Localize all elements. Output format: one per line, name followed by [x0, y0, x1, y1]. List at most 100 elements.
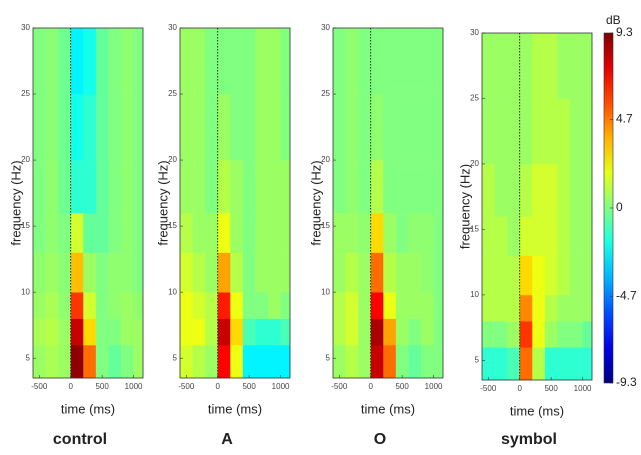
heatmap-cell	[180, 212, 193, 253]
heatmap-cell	[482, 98, 495, 165]
heatmap-cell	[133, 94, 144, 161]
heatmap-cell	[482, 294, 495, 322]
heatmap-cell	[268, 344, 281, 379]
y-tick-label: 20	[321, 155, 330, 164]
heatmap-cell	[133, 252, 144, 293]
heatmap-cell	[242, 212, 256, 253]
heatmap-cell	[45, 252, 59, 293]
heatmap-cell	[268, 212, 281, 253]
heatmap-cell	[532, 321, 546, 348]
heatmap-cell	[433, 318, 444, 346]
heatmap-cell	[507, 255, 521, 296]
heatmap-cell	[108, 212, 122, 253]
heatmap-cell	[433, 160, 444, 214]
heatmap-cell	[268, 28, 281, 95]
heatmap-cell	[482, 321, 495, 348]
heatmap-cell	[408, 252, 422, 293]
heatmap-cell	[33, 160, 46, 214]
heatmap-cell	[180, 344, 193, 379]
heatmap-cell	[230, 292, 244, 319]
heatmap-cell	[408, 160, 422, 214]
heatmap-cell	[582, 294, 593, 322]
heatmap-cell	[230, 28, 244, 95]
y-axis-label: frequency (Hz)	[155, 160, 170, 245]
heatmap-cell	[482, 255, 495, 296]
colorbar-tick-label: -9.3	[616, 375, 637, 389]
heatmap-cell	[582, 321, 593, 348]
heatmap-cell	[95, 94, 109, 161]
heatmap-cell	[421, 252, 434, 293]
heatmap-cell	[70, 212, 84, 253]
heatmap-cell	[544, 347, 558, 381]
heatmap-cell	[180, 28, 193, 95]
x-tick-label: 0	[215, 382, 220, 391]
heatmap-cell	[70, 292, 84, 319]
heatmap-cell	[408, 94, 422, 161]
heatmap-cell	[421, 212, 434, 253]
heatmap-cell	[217, 212, 231, 253]
heatmap-cell	[370, 252, 384, 293]
axes-frame	[332, 27, 444, 379]
heatmap-cell	[121, 212, 134, 253]
heatmap-cell	[333, 212, 346, 253]
heatmap-cell	[217, 94, 231, 161]
heatmap-cell	[242, 252, 256, 293]
heatmap-cell	[507, 294, 521, 322]
heatmap-cell	[408, 318, 422, 346]
heatmap-cell	[494, 294, 508, 322]
heatmap-cell	[121, 94, 134, 161]
heatmap-cell	[408, 212, 422, 253]
heatmap-cell	[421, 94, 434, 161]
heatmap-cell	[532, 163, 546, 217]
heatmap-cell	[370, 318, 384, 346]
heatmap-cell	[192, 212, 206, 253]
heatmap-cell	[570, 98, 583, 165]
heatmap-cell	[217, 344, 231, 379]
heatmap-cell	[95, 252, 109, 293]
heatmap-cell	[557, 98, 571, 165]
heatmap-cell	[33, 344, 46, 379]
heatmap-cell	[280, 318, 291, 346]
heatmap-cell	[45, 160, 59, 214]
heatmap-cell	[345, 160, 359, 214]
y-tick-label: 25	[21, 89, 30, 98]
heatmap-cell	[217, 292, 231, 319]
heatmap-cell	[358, 160, 372, 214]
heatmap-cell	[230, 318, 244, 346]
heatmap-cell	[217, 252, 231, 293]
y-tick-label: 10	[470, 290, 479, 299]
heatmap-cell	[383, 212, 397, 253]
x-tick-label: 0	[368, 382, 373, 391]
colorbar-label: dB	[606, 13, 621, 27]
heatmap-cell	[268, 252, 281, 293]
heatmap-cell	[83, 94, 97, 161]
heatmap-cell	[370, 160, 384, 214]
heatmap-cell	[494, 255, 508, 296]
y-tick-label: 15	[470, 225, 479, 234]
heatmap-cell	[58, 344, 72, 379]
heatmap-cell	[544, 216, 558, 256]
heatmap-cell	[280, 252, 291, 293]
heatmap-cell	[544, 33, 558, 99]
y-tick-label: 20	[21, 155, 30, 164]
heatmap-cell	[268, 292, 281, 319]
heatmap-cell	[121, 292, 134, 319]
heatmap-cell	[482, 33, 495, 99]
heatmap-cell	[45, 318, 59, 346]
heatmap-cell	[333, 252, 346, 293]
colorbar-tick-label: 4.7	[616, 112, 633, 126]
heatmap-cell	[519, 216, 533, 256]
heatmap-cell	[519, 255, 533, 296]
heatmap-cell	[544, 255, 558, 296]
heatmap-cell	[255, 252, 269, 293]
heatmap-cell	[180, 94, 193, 161]
heatmap-cell	[95, 292, 109, 319]
heatmap-cell	[83, 292, 97, 319]
heatmap-cell	[395, 28, 409, 95]
heatmap-cell	[494, 33, 508, 99]
heatmap-cell	[268, 94, 281, 161]
heatmap-cell	[370, 28, 384, 95]
heatmap-cell	[58, 318, 72, 346]
heatmap-cell	[230, 344, 244, 379]
y-tick-label: 5	[326, 353, 331, 362]
